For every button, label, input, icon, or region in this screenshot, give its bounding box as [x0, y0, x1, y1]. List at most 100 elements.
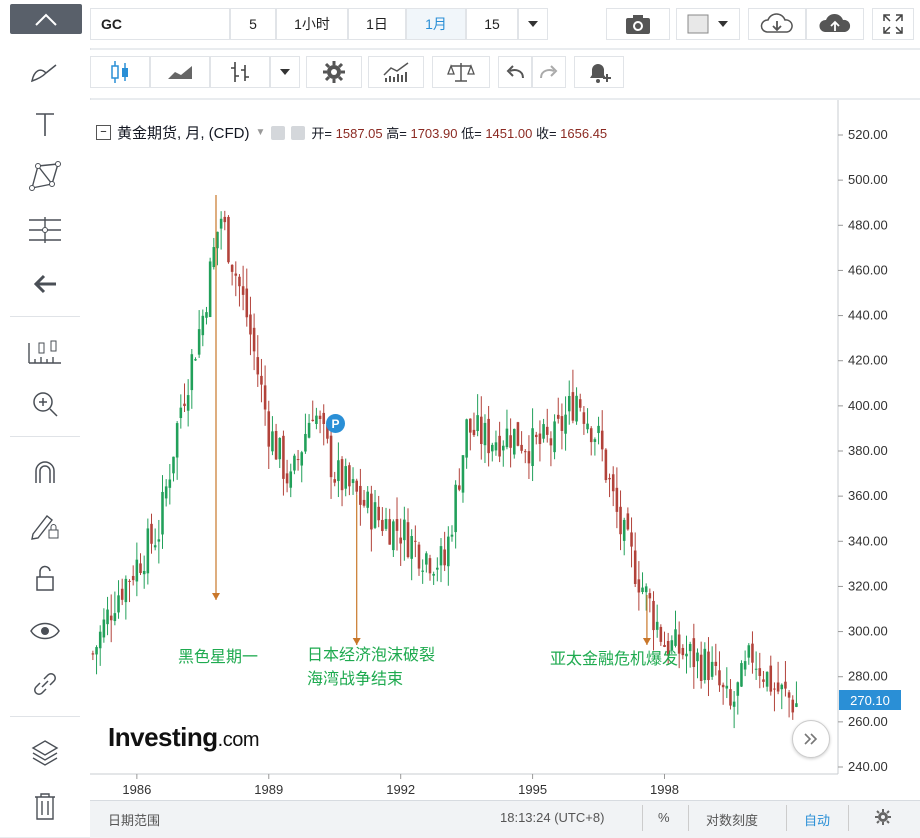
chart-legend: − 黄金期货, 月, (CFD) ▼ 开= 1587.05 高= 1703.90… — [96, 122, 607, 143]
toolbar-divider — [10, 316, 80, 317]
candle-body — [604, 449, 608, 481]
compare-button[interactable] — [432, 56, 490, 88]
log-scale-button[interactable]: 对数刻度 — [706, 810, 758, 829]
delete-drawings-button[interactable] — [18, 784, 72, 828]
candles-layer — [91, 210, 798, 729]
candle-body — [476, 415, 479, 432]
candle-body — [131, 575, 135, 581]
redo-button[interactable] — [532, 56, 566, 88]
price-chart[interactable]: 240.00 260.00 280.00 300.00 320.00 340.00 360.… — [90, 100, 920, 800]
event-marker[interactable]: P — [326, 414, 345, 433]
interval-15[interactable]: 15 — [466, 8, 518, 40]
candle-body — [516, 422, 520, 446]
candle-body — [666, 640, 670, 656]
fib-tool-button[interactable] — [18, 208, 72, 252]
interval-1m[interactable]: 1月 — [406, 8, 466, 40]
back-button[interactable] — [18, 262, 72, 306]
save-layout-button[interactable] — [806, 8, 864, 40]
candle-body — [534, 434, 538, 438]
hide-series-icon[interactable] — [271, 125, 286, 140]
interval-label: 1日 — [366, 16, 388, 32]
scroll-to-realtime-button[interactable] — [792, 720, 830, 758]
low-label: 低= — [461, 126, 482, 141]
magnet-tool-button[interactable] — [18, 450, 72, 494]
interval-5[interactable]: 5 — [230, 8, 276, 40]
interval-1h[interactable]: 1小时 — [276, 8, 348, 40]
candle-body — [318, 415, 322, 419]
candle-body — [271, 431, 274, 452]
collapse-toolbar-button[interactable] — [10, 4, 82, 34]
interval-dropdown[interactable] — [518, 8, 548, 40]
candle-body — [377, 506, 380, 521]
candle-body — [282, 435, 285, 479]
pattern-tool-button[interactable] — [18, 154, 72, 198]
lock-drawings-button[interactable] — [18, 503, 72, 547]
price-tick-label: 260.00 — [848, 714, 888, 729]
candle-body — [183, 403, 186, 407]
symbol-search-input[interactable]: GC — [90, 8, 230, 40]
auto-scale-button[interactable]: 自动 — [804, 810, 830, 829]
annotation-label: 日本经济泡沫破裂 — [307, 646, 435, 664]
fullscreen-button[interactable] — [872, 8, 914, 40]
alert-button[interactable] — [574, 56, 624, 88]
log-scale-label: 对数刻度 — [706, 813, 759, 828]
settings-button[interactable] — [306, 56, 362, 88]
candle-body — [289, 471, 293, 488]
text-tool-button[interactable] — [18, 102, 72, 146]
chart-tools-toolbar — [90, 50, 920, 98]
brush-tool-button[interactable] — [18, 50, 72, 94]
zoom-tool-button[interactable] — [18, 382, 72, 426]
candle-body — [626, 513, 630, 530]
link-button[interactable] — [18, 662, 72, 706]
undo-button[interactable] — [498, 56, 532, 88]
candle-body — [762, 679, 765, 682]
measure-tool-button[interactable] — [18, 330, 72, 374]
candle-body — [556, 414, 560, 419]
annotation-label: 海湾战争结束 — [307, 670, 403, 688]
percent-label: % — [658, 810, 670, 825]
date-range-button[interactable]: 日期范围 — [108, 810, 160, 829]
chart-color-button[interactable] — [676, 8, 740, 40]
bar-type-button[interactable] — [210, 56, 270, 88]
unlock-button[interactable] — [18, 556, 72, 600]
candle-body — [340, 459, 344, 491]
candle-body — [512, 428, 516, 455]
candle-body — [337, 460, 340, 482]
series-settings-icon[interactable] — [291, 125, 306, 140]
percent-scale-button[interactable]: % — [658, 810, 670, 825]
candle-body — [296, 459, 300, 461]
candle-body — [659, 626, 663, 642]
candle-body — [586, 423, 589, 430]
layers-icon — [31, 740, 59, 766]
candle-body — [219, 218, 223, 229]
candle-body — [234, 273, 238, 276]
visibility-button[interactable] — [18, 609, 72, 653]
candle-body — [223, 216, 227, 223]
chart-type-button[interactable] — [90, 56, 150, 88]
legend-menu-icon[interactable]: ▼ — [255, 127, 266, 138]
scale-settings-button[interactable] — [874, 808, 892, 829]
load-layout-button[interactable] — [748, 8, 806, 40]
candle-body — [414, 540, 417, 542]
annotation-arrowhead — [352, 638, 361, 645]
time-axis[interactable]: 1986 1989 1992 1995 1998 — [122, 774, 679, 797]
interval-1d[interactable]: 1日 — [348, 8, 406, 40]
symbol-text: GC — [101, 16, 122, 32]
zoom-in-icon — [33, 392, 58, 417]
candle-body — [238, 276, 241, 287]
candle-body — [373, 502, 377, 528]
collapse-legend-icon[interactable]: − — [96, 125, 111, 140]
candle-body — [304, 433, 307, 452]
indicators-button[interactable] — [368, 56, 424, 88]
layers-button[interactable] — [18, 730, 72, 774]
candle-body — [795, 703, 798, 707]
chart-panel[interactable]: 240.00 260.00 280.00 300.00 320.00 340.00 360.… — [90, 100, 920, 800]
snapshot-button[interactable] — [606, 8, 670, 40]
chart-type-dropdown[interactable] — [270, 56, 300, 88]
candle-body — [128, 580, 131, 582]
high-value: 1703.90 — [410, 126, 458, 141]
gear-icon — [323, 61, 345, 83]
logo-brand: Investing — [108, 722, 218, 752]
price-axis[interactable]: 240.00 260.00 280.00 300.00 320.00 340.00 360.… — [838, 127, 888, 774]
area-chart-button[interactable] — [150, 56, 210, 88]
